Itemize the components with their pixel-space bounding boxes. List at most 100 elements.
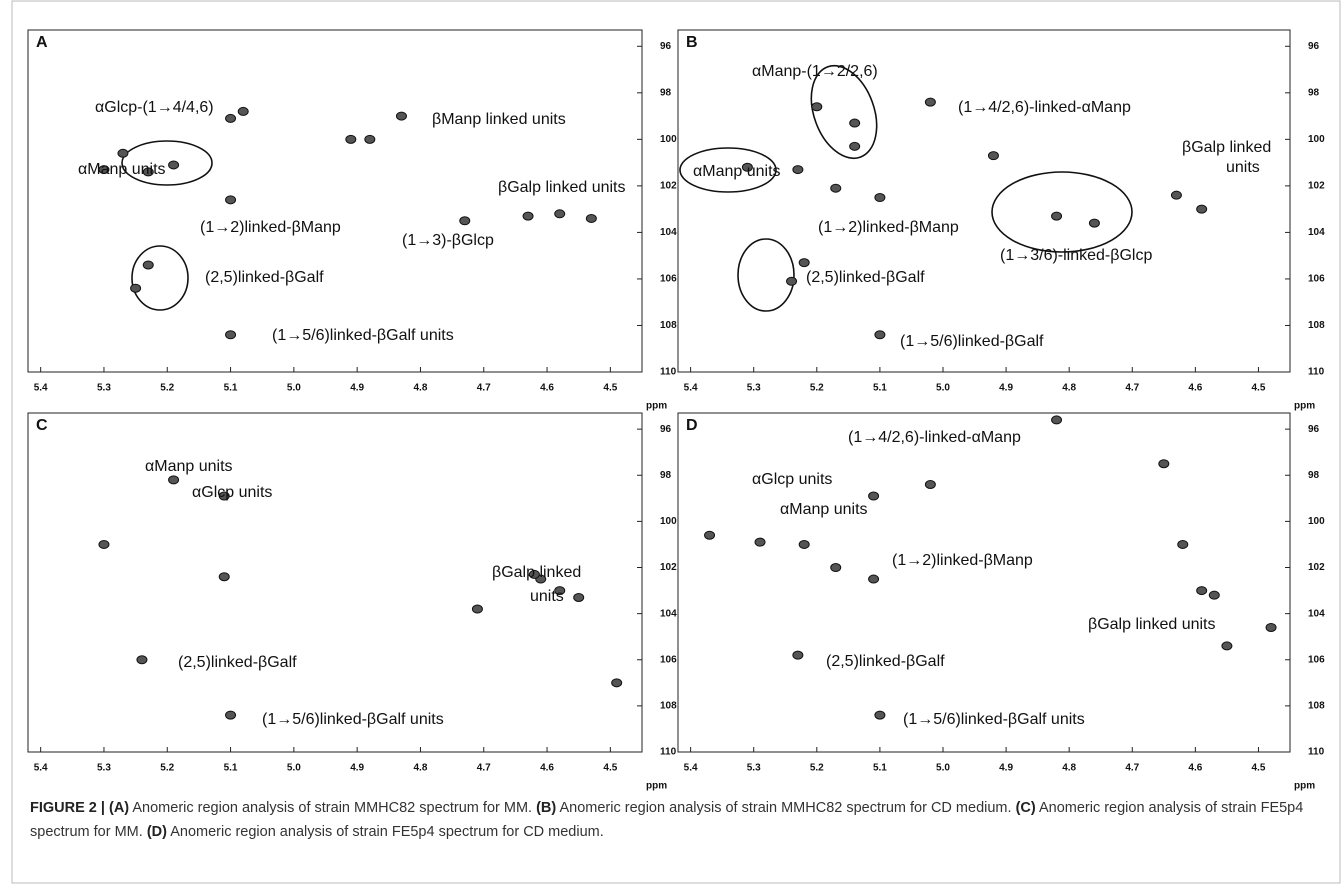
x-tick-label: 5.1 [224,763,238,774]
peak [585,213,597,223]
x-tick-label: 4.8 [414,383,428,394]
figure-border [11,0,1341,884]
peak [573,592,585,602]
y-tick-label: 96 [660,41,672,52]
peak [1088,218,1100,228]
group-ring [121,140,213,186]
y-tick-label: 98 [1308,470,1320,481]
peak [459,216,471,226]
x-tick-label: 5.0 [287,763,301,774]
peak [554,586,566,596]
peak [168,475,180,485]
y-tick-label: 100 [660,516,677,527]
y-tick-label: 102 [1308,562,1325,573]
x-tick-label: 5.2 [160,763,174,774]
y-tick-label: 110 [1308,747,1325,758]
x-axis-label: ppm [1294,781,1315,792]
x-tick-label: 5.2 [810,383,824,394]
group-ring [131,245,189,311]
annotation: αManp-(1→2/2,6) [752,63,878,80]
peak [142,260,154,270]
peak [142,167,154,177]
group-ring [991,171,1133,253]
x-tick-label: 5.3 [747,383,761,394]
y-tick-label: 106 [1308,654,1325,665]
peak [741,162,753,172]
peak [924,97,936,107]
peak [98,165,110,175]
x-tick-label: 5.0 [936,763,950,774]
x-tick-label: 5.2 [810,763,824,774]
group-ring [810,64,878,160]
peak [874,330,886,340]
caption-key: (C) [1015,800,1036,816]
peak [786,276,798,286]
y-tick-label: 96 [1308,424,1320,435]
panel-label: B [686,34,698,51]
peak [528,569,540,579]
caption-key: (B) [536,800,557,816]
x-tick-label: 4.5 [1252,383,1266,394]
x-tick-label: 5.0 [287,383,301,394]
y-tick-label: 106 [1308,274,1325,285]
group-ring [679,147,777,193]
y-tick-label: 102 [660,562,677,573]
peak [611,678,623,688]
annotation: (1→4/2,6)-linked-αManp [848,429,1021,446]
peak [868,491,880,501]
plot-frame [27,29,643,373]
x-tick-label: 4.7 [477,763,491,774]
y-tick-label: 104 [1308,227,1325,238]
annotation: αManp units [78,161,166,178]
peak [1051,415,1063,425]
x-tick-label: 4.8 [1062,763,1076,774]
x-tick-label: 4.8 [1062,383,1076,394]
peak [225,195,237,205]
peak [874,193,886,203]
x-tick-label: 4.7 [477,383,491,394]
peak [98,539,110,549]
peak [1170,190,1182,200]
x-tick-label: 4.6 [540,383,554,394]
peak [225,330,237,340]
x-tick-label: 5.4 [34,763,48,774]
annotation: (1→2)linked-βManp [200,219,341,236]
y-tick-label: 104 [660,608,677,619]
annotation: αGlcp-(1→4/4,6) [95,99,214,116]
peak [364,134,376,144]
plot-frame [677,412,1291,753]
annotation: αManp units [693,163,781,180]
annotation: (1→5/6)linked-βGalf units [903,711,1085,728]
peak [849,141,861,151]
peak [798,258,810,268]
annotation: units [1226,159,1260,176]
peak [395,111,407,121]
annotation: (1→3/6)-linked-βGlcp [1000,247,1152,264]
peak [830,563,842,573]
x-tick-label: 4.8 [414,763,428,774]
y-tick-label: 110 [660,367,677,378]
peak [704,530,716,540]
caption-text: Anomeric region analysis of strain MMHC8… [559,800,1012,816]
x-tick-label: 4.7 [1125,763,1139,774]
y-tick-label: 108 [660,701,677,712]
y-tick-label: 110 [1308,367,1325,378]
y-tick-label: 102 [1308,181,1325,192]
y-tick-label: 98 [660,470,672,481]
peak [924,479,936,489]
peak [811,102,823,112]
peak [522,211,534,221]
plot-frame [677,29,1291,373]
caption-label: FIGURE 2 | [30,800,105,816]
annotation: (2,5)linked-βGalf [826,653,945,670]
caption-text: Anomeric region analysis of strain FE5p4… [30,800,1304,840]
x-tick-label: 5.3 [97,383,111,394]
peak [987,151,999,161]
annotation: βGalp linked [492,564,581,581]
x-tick-label: 5.4 [684,763,698,774]
x-axis-label: ppm [1294,401,1315,412]
x-tick-label: 4.9 [350,383,364,394]
peak [1208,590,1220,600]
x-tick-label: 5.1 [224,383,238,394]
